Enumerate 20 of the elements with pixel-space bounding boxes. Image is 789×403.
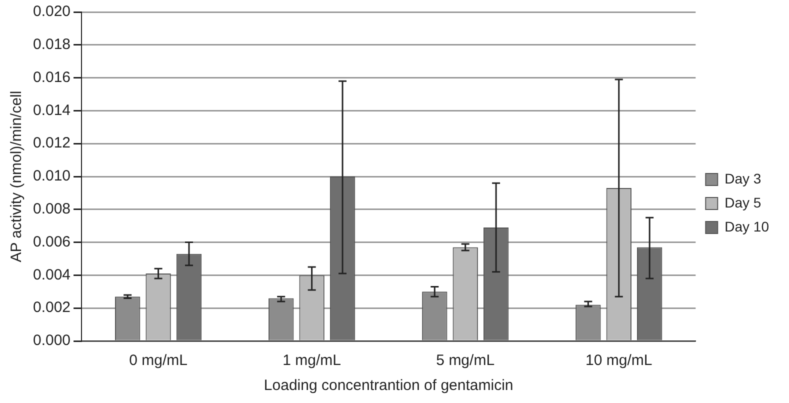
x-axis-title: Loading concentrantion of gentamicin <box>264 377 514 394</box>
x-tick-label: 0 mg/mL <box>129 352 188 370</box>
legend-label: Day 10 <box>724 218 770 234</box>
y-tick-label: 0.006 <box>32 233 71 250</box>
y-tick-label: 0.010 <box>32 168 71 185</box>
legend-label: Day 5 <box>724 194 762 210</box>
y-tick-label: 0.016 <box>32 68 71 86</box>
y-tick-label: 0.000 <box>32 332 71 350</box>
y-tick-label: 0.012 <box>32 134 71 152</box>
y-tick-label: 0.018 <box>32 36 71 54</box>
y-tick-label: 0.014 <box>32 102 71 119</box>
y-tick-label: 0.002 <box>32 299 71 316</box>
y-tick-label: 0.020 <box>32 3 71 20</box>
y-axis-title: AP activity (nmol)/min/cell <box>8 90 26 262</box>
x-tick-label: 5 mg/mL <box>436 352 495 370</box>
y-tick-label: 0.008 <box>32 200 71 218</box>
x-tick-label: 10 mg/mL <box>586 352 652 370</box>
x-tick-label: 1 mg/mL <box>282 352 342 370</box>
legend-label: Day 3 <box>724 170 762 186</box>
y-tick-label: 0.004 <box>32 266 71 284</box>
